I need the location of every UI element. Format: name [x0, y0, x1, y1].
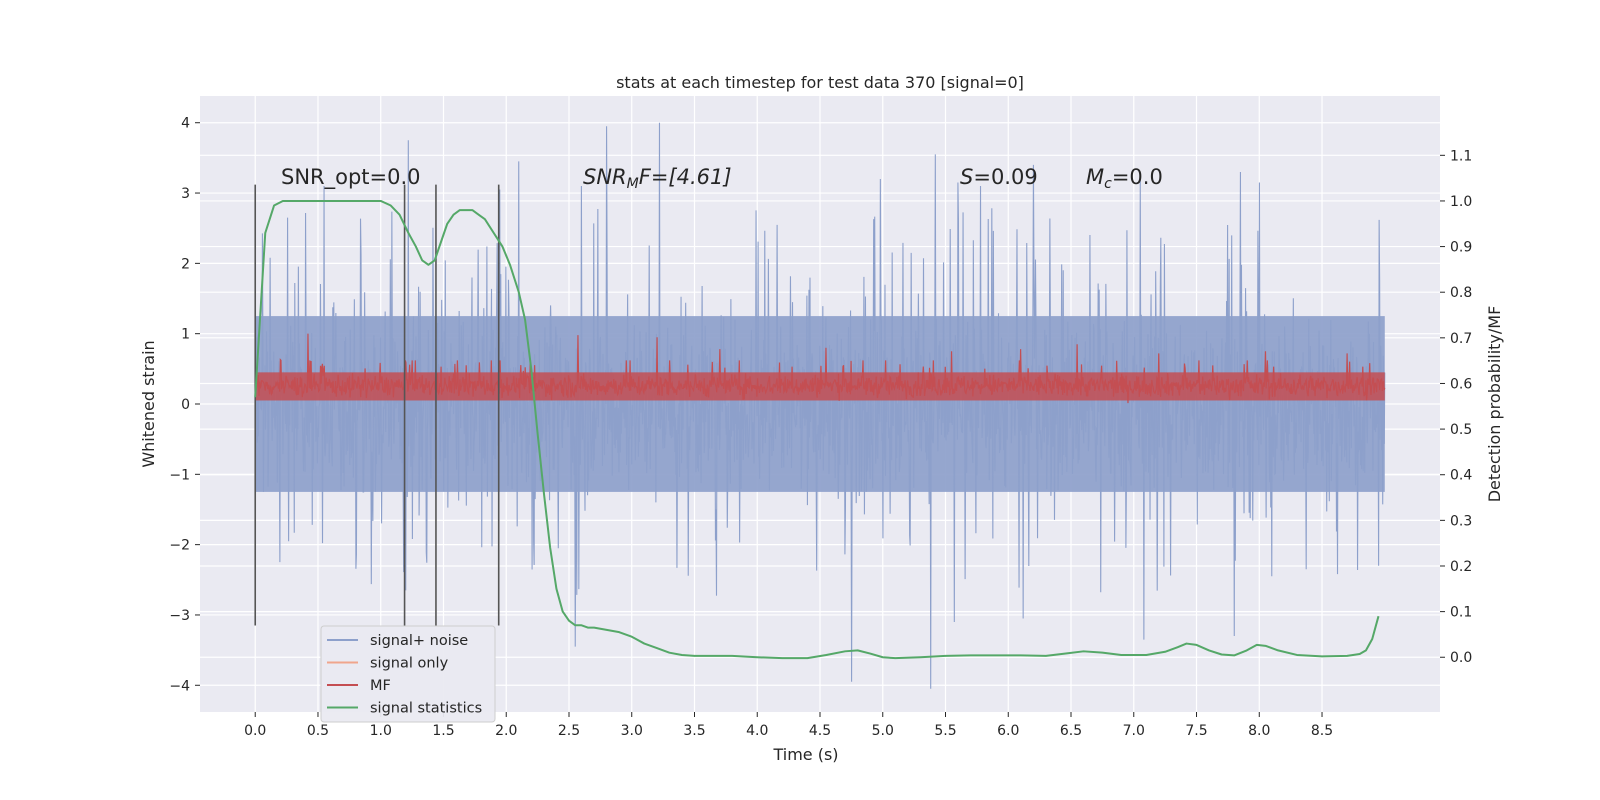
x-tick-label-6: 3.0 — [621, 723, 643, 739]
y2-tick-label-8: 0.8 — [1450, 285, 1472, 301]
legend-label-2: MF — [370, 678, 391, 694]
x-tick-label-8: 4.0 — [746, 723, 768, 739]
x-axis-label: Time (s) — [772, 745, 838, 764]
y2-tick-label-11: 1.1 — [1450, 148, 1472, 164]
annotation-snr-opt: SNR_opt=0.0 — [281, 165, 421, 190]
signal-statistics-line — [254, 199, 1380, 660]
y2-tick-label-2: 0.2 — [1450, 559, 1472, 575]
x-tick-label-7: 3.5 — [683, 723, 705, 739]
y2-tick-label-4: 0.4 — [1450, 468, 1472, 484]
series-mf — [254, 333, 1386, 404]
legend-box — [320, 625, 496, 723]
legend-label-0: signal+ noise — [370, 633, 468, 649]
y2-tick-label-3: 0.3 — [1450, 513, 1472, 529]
y-tick-label-4: 0 — [181, 397, 190, 413]
x-tick-label-4: 2.0 — [495, 723, 517, 739]
vertical-markers — [254, 184, 500, 626]
x-tick-label-12: 6.0 — [997, 723, 1019, 739]
x-tick-label-0: 0.0 — [244, 723, 266, 739]
x-tick-label-14: 7.0 — [1123, 723, 1145, 739]
y-tick-label-6: 2 — [181, 256, 190, 272]
y-tick-label-8: 4 — [181, 116, 190, 132]
y2-tick-label-5: 0.5 — [1450, 422, 1472, 438]
y2-tick-label-6: 0.6 — [1450, 376, 1472, 392]
x-tick-label-11: 5.5 — [934, 723, 956, 739]
y2-tick-label-1: 0.1 — [1450, 605, 1472, 621]
x-tick-label-1: 0.5 — [307, 723, 329, 739]
x-axis-ticks: 0.0 0.5 1.0 1.5 2.0 2.5 3.0 3.5 4.0 4.5 5.0 5.5 6.0 6… — [244, 712, 1333, 739]
annotation-s: S=0.09 — [960, 165, 1038, 189]
annotation-snr-mf: SNRMF=[4.61] — [583, 165, 732, 192]
y2-tick-label-10: 1.0 — [1450, 194, 1472, 210]
y-tick-label-5: 1 — [181, 327, 190, 343]
chart-title: stats at each timestep for test data 370… — [616, 73, 1024, 92]
series-signal-statistics — [254, 199, 1380, 660]
y-tick-label-1: −3 — [169, 608, 190, 624]
annotation-mc: Mc=0.0 — [1086, 165, 1163, 192]
y-tick-label-7: 3 — [181, 186, 190, 202]
x-tick-label-10: 5.0 — [872, 723, 894, 739]
x-tick-label-17: 8.5 — [1311, 723, 1333, 739]
y2-axis-label: Detection probability/MF — [1485, 306, 1504, 503]
x-tick-label-15: 7.5 — [1185, 723, 1207, 739]
y2-tick-label-0: 0.0 — [1450, 650, 1472, 666]
x-tick-label-16: 8.0 — [1248, 723, 1270, 739]
x-tick-label-3: 1.5 — [432, 723, 454, 739]
legend: signal+ noise signal only MF signal statist… — [320, 625, 496, 723]
legend-label-3: signal statistics — [370, 701, 482, 717]
x-tick-label-5: 2.5 — [558, 723, 580, 739]
y-axis-ticks: −4 −3 −2 −1 0 1 2 3 4 — [169, 116, 200, 694]
y2-tick-label-7: 0.7 — [1450, 331, 1472, 347]
y2-tick-label-9: 0.9 — [1450, 240, 1472, 256]
y-tick-label-0: −4 — [169, 678, 190, 694]
series-signal-noise — [254, 122, 1386, 689]
x-tick-label-9: 4.5 — [809, 723, 831, 739]
legend-label-1: signal only — [370, 656, 449, 672]
y2-axis-ticks: 0.0 0.1 0.2 0.3 0.4 0.5 0.6 0.7 0.8 0.9 1.0 1.1 — [1440, 148, 1472, 666]
x-tick-label-2: 1.0 — [370, 723, 392, 739]
y-axis-label: Whitened strain — [139, 340, 158, 467]
mf-line — [254, 333, 1386, 404]
y-tick-label-2: −2 — [169, 538, 190, 554]
y-tick-label-3: −1 — [169, 467, 190, 483]
x-tick-label-13: 6.5 — [1060, 723, 1082, 739]
